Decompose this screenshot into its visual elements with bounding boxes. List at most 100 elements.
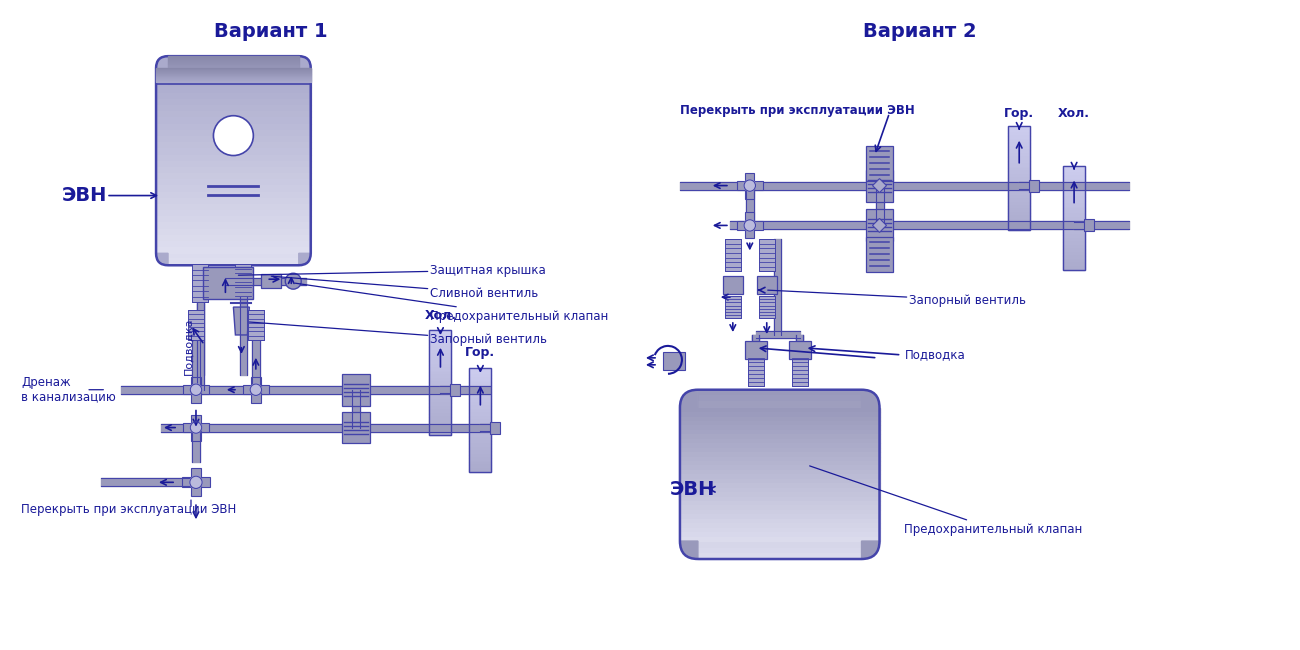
Bar bbox=[698, 446, 862, 452]
Bar bbox=[866, 146, 893, 181]
Bar bbox=[469, 430, 491, 434]
Bar bbox=[168, 168, 299, 175]
Bar bbox=[469, 458, 491, 462]
Polygon shape bbox=[872, 179, 887, 192]
Bar bbox=[168, 75, 299, 77]
Bar bbox=[156, 179, 311, 185]
Bar bbox=[168, 81, 299, 82]
Bar bbox=[796, 335, 803, 340]
Bar bbox=[225, 278, 307, 285]
Bar bbox=[1063, 260, 1085, 263]
Bar bbox=[1009, 188, 1030, 192]
Bar bbox=[1063, 232, 1085, 235]
Bar bbox=[156, 118, 311, 124]
Bar bbox=[1009, 206, 1030, 209]
Text: Гор.: Гор. bbox=[465, 346, 495, 359]
Bar bbox=[1009, 140, 1030, 143]
Bar bbox=[698, 441, 862, 446]
Bar bbox=[792, 358, 807, 385]
Bar bbox=[759, 296, 775, 318]
Bar bbox=[156, 198, 311, 204]
Bar bbox=[342, 411, 369, 443]
Bar bbox=[168, 77, 299, 79]
Bar bbox=[1019, 182, 1031, 189]
Bar bbox=[1063, 222, 1085, 225]
Bar bbox=[429, 385, 451, 389]
Bar bbox=[469, 445, 491, 448]
Bar bbox=[1009, 213, 1030, 216]
Bar bbox=[680, 181, 1128, 190]
Bar bbox=[156, 74, 311, 81]
Bar bbox=[469, 434, 491, 437]
Bar bbox=[161, 424, 490, 432]
Bar bbox=[737, 181, 763, 190]
Bar bbox=[698, 514, 862, 519]
Bar bbox=[429, 354, 451, 358]
Bar bbox=[680, 514, 880, 519]
Bar bbox=[1063, 166, 1085, 270]
Bar bbox=[429, 424, 451, 428]
Bar bbox=[429, 400, 451, 403]
Bar bbox=[1063, 214, 1085, 218]
Bar bbox=[698, 474, 862, 480]
Bar bbox=[1063, 242, 1085, 246]
Bar bbox=[156, 247, 311, 254]
Text: Запорный вентиль: Запорный вентиль bbox=[768, 290, 1027, 307]
Bar bbox=[429, 330, 451, 435]
Bar bbox=[1009, 196, 1030, 199]
Bar bbox=[168, 63, 299, 70]
Bar bbox=[1063, 211, 1085, 214]
Bar bbox=[156, 148, 311, 155]
Bar bbox=[680, 501, 880, 506]
Bar bbox=[698, 502, 862, 508]
Circle shape bbox=[250, 384, 261, 395]
Bar bbox=[469, 382, 491, 385]
Bar bbox=[680, 412, 880, 417]
Bar bbox=[1009, 185, 1030, 188]
Bar bbox=[469, 417, 491, 420]
Bar bbox=[469, 368, 491, 473]
Bar bbox=[1063, 235, 1085, 239]
Bar bbox=[469, 396, 491, 399]
Bar bbox=[1030, 179, 1039, 192]
Bar bbox=[680, 497, 880, 501]
Bar bbox=[469, 424, 491, 427]
Bar bbox=[866, 170, 893, 202]
Bar bbox=[1009, 203, 1030, 206]
Bar bbox=[168, 98, 299, 105]
Circle shape bbox=[744, 220, 755, 231]
Wedge shape bbox=[156, 56, 168, 68]
Bar bbox=[698, 486, 862, 491]
Bar bbox=[168, 70, 299, 77]
Bar bbox=[469, 375, 491, 378]
Text: Подводка: Подводка bbox=[905, 348, 965, 361]
Text: Гор.: Гор. bbox=[1004, 107, 1035, 120]
Bar bbox=[1009, 157, 1030, 161]
Bar bbox=[156, 216, 311, 222]
Bar bbox=[1009, 161, 1030, 164]
Bar bbox=[469, 469, 491, 473]
Bar bbox=[723, 276, 742, 294]
Bar bbox=[698, 429, 862, 435]
Bar bbox=[796, 335, 803, 340]
Bar bbox=[698, 407, 862, 412]
Circle shape bbox=[285, 273, 302, 289]
Bar bbox=[1009, 154, 1030, 157]
Bar bbox=[759, 239, 775, 271]
Bar bbox=[680, 474, 880, 479]
Bar bbox=[156, 222, 311, 229]
Bar bbox=[168, 64, 299, 66]
Bar bbox=[755, 332, 800, 339]
Bar bbox=[191, 415, 200, 441]
Bar bbox=[168, 244, 299, 252]
Bar bbox=[698, 525, 862, 531]
Bar bbox=[469, 413, 491, 417]
Bar bbox=[168, 57, 299, 58]
Bar bbox=[429, 330, 451, 333]
Bar bbox=[663, 352, 685, 370]
Bar bbox=[429, 351, 451, 354]
Bar bbox=[429, 347, 451, 351]
Bar bbox=[156, 167, 311, 173]
Bar bbox=[429, 369, 451, 372]
Bar bbox=[243, 385, 269, 395]
